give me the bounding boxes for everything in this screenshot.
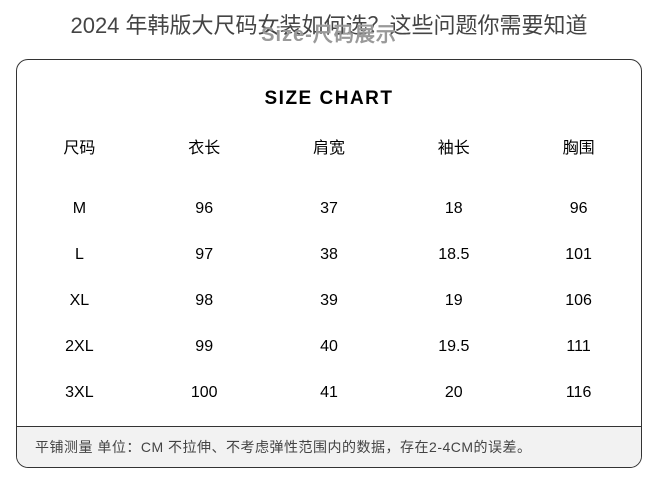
footer-note: 平铺测量 单位：CM 不拉伸、不考虑弹性范围内的数据，存在2-4CM的误差。 — [17, 426, 641, 467]
cell: 97 — [142, 232, 267, 278]
cell: 98 — [142, 278, 267, 324]
table-row: 2XL 99 40 19.5 111 — [17, 324, 641, 370]
table-row: L 97 38 18.5 101 — [17, 232, 641, 278]
cell: 18 — [391, 186, 516, 232]
cell: M — [17, 186, 142, 232]
table-header-row: 尺码 衣长 肩宽 袖长 胸围 — [17, 134, 641, 186]
col-size: 尺码 — [17, 134, 142, 186]
cell: 100 — [142, 370, 267, 426]
cell: 111 — [516, 324, 641, 370]
cell: 2XL — [17, 324, 142, 370]
cell: L — [17, 232, 142, 278]
table-row: XL 98 39 19 106 — [17, 278, 641, 324]
cell: 116 — [516, 370, 641, 426]
size-chart-container: SIZE CHART 尺码 衣长 肩宽 袖长 胸围 M 96 37 18 96 … — [16, 59, 642, 468]
cell: 101 — [516, 232, 641, 278]
cell: 40 — [267, 324, 392, 370]
col-length: 衣长 — [142, 134, 267, 186]
cell: 39 — [267, 278, 392, 324]
col-sleeve: 袖长 — [391, 134, 516, 186]
cell: 20 — [391, 370, 516, 426]
cell: 41 — [267, 370, 392, 426]
col-bust: 胸围 — [516, 134, 641, 186]
cell: 106 — [516, 278, 641, 324]
cell: 19 — [391, 278, 516, 324]
table-row: 3XL 100 41 20 116 — [17, 370, 641, 426]
size-table: 尺码 衣长 肩宽 袖长 胸围 M 96 37 18 96 L 97 38 18.… — [17, 134, 641, 426]
cell: 37 — [267, 186, 392, 232]
table-row: M 96 37 18 96 — [17, 186, 641, 232]
cell: 18.5 — [391, 232, 516, 278]
cell: 99 — [142, 324, 267, 370]
cell: 96 — [142, 186, 267, 232]
col-shoulder: 肩宽 — [267, 134, 392, 186]
chart-title: SIZE CHART — [17, 60, 641, 134]
cell: 19.5 — [391, 324, 516, 370]
cell: 3XL — [17, 370, 142, 426]
cell: 96 — [516, 186, 641, 232]
cell: XL — [17, 278, 142, 324]
cell: 38 — [267, 232, 392, 278]
